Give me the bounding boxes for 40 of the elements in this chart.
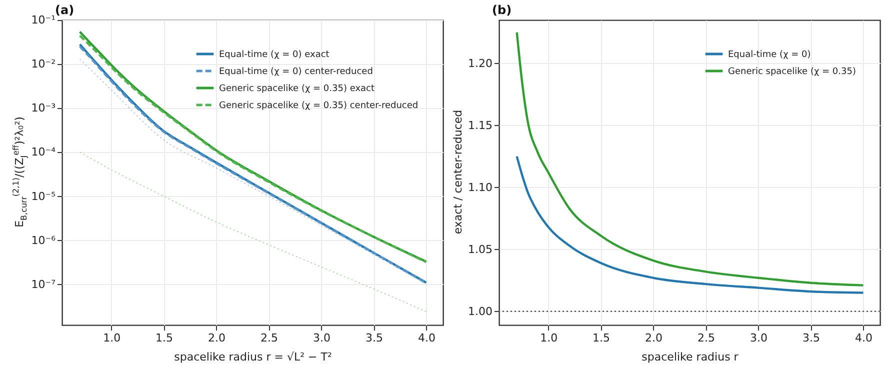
y-tick-label: 10⁻⁷ [31,278,56,291]
x-tick-label: 3.5 [802,332,820,344]
x-tick-label: 3.0 [313,332,330,344]
legend-label: Generic spacelike (χ = 0.35) center-reduced [219,101,418,111]
x-axis-title: spacelike radius r [642,350,739,364]
y-axis-title: exact / center-reduced [452,110,464,234]
y-tick-label: 1.10 [468,180,492,194]
y-tick-label: 10⁻¹ [31,14,56,26]
x-tick-label: 1.5 [592,332,610,344]
y-tick-label: 10⁻⁴ [31,146,56,159]
chart-title: (b) [492,3,512,17]
y-tick-label: 1.05 [468,242,492,256]
line-series [79,152,427,312]
legend-label: Generic spacelike (χ = 0.35) exact [219,84,376,94]
y-tick-label: 10⁻⁶ [31,234,56,247]
x-tick-label: 1.0 [540,332,558,344]
x-tick-label: 1.0 [103,332,121,344]
chart-title: (a) [55,3,74,17]
x-tick-label: 2.5 [260,332,278,344]
line-series [516,31,864,286]
y-tick-label: 1.00 [468,304,492,318]
legend-label: Equal-time (χ = 0) exact [219,50,330,60]
y-tick-label: 10⁻³ [31,102,56,115]
legend-label: Equal-time (χ = 0) [728,50,811,60]
x-tick-label: 3.0 [750,332,768,344]
y-tick-label: 10⁻² [31,58,56,71]
y-tick-label: 1.15 [468,118,492,132]
y-tick-label: 10⁻⁵ [31,190,56,203]
x-tick-label: 2.5 [698,332,716,344]
legend-label: Generic spacelike (χ = 0.35) [728,67,856,77]
line-series [516,155,864,294]
x-tick-label: 2.0 [208,332,226,344]
x-tick-label: 4.0 [418,332,436,344]
x-tick-label: 3.5 [365,332,383,344]
legend-label: Equal-time (χ = 0) center-reduced [219,67,373,77]
x-tick-label: 4.0 [854,332,872,344]
y-tick-label: 1.20 [468,56,492,70]
x-tick-label: 2.0 [645,332,663,344]
x-axis-title: spacelike radius r = √L² − T² [174,350,332,364]
x-tick-label: 1.5 [156,332,174,344]
